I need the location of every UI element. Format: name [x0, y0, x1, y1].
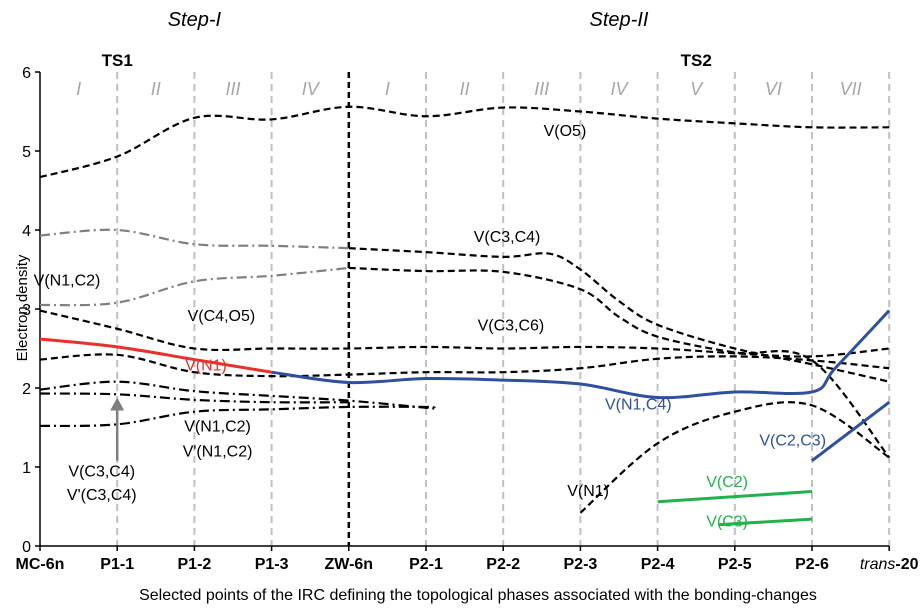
arrow-head	[110, 397, 124, 410]
step-label: Step-I	[168, 9, 222, 31]
phase-label: VI	[765, 79, 782, 99]
phase-label: VII	[840, 79, 862, 99]
phase-label: II	[151, 79, 161, 99]
x-tick-label: P2-2	[486, 556, 520, 573]
series-annotation: V(O5)	[544, 123, 587, 140]
y-tick-label: 6	[22, 65, 31, 82]
phase-label: IV	[610, 79, 629, 99]
series-annotation: V(C3)	[706, 513, 748, 530]
series-annotation: V(C4,O5)	[188, 308, 256, 325]
series-annotation: V(N1)	[185, 358, 227, 375]
x-tick-label: trans-20	[860, 556, 919, 573]
series-annotation: V'(N1,C2)	[183, 444, 253, 461]
series-annotation: V(C3,C4)	[68, 463, 135, 480]
y-tick-label: 0	[22, 539, 31, 556]
y-tick-label: 4	[22, 223, 31, 240]
x-tick-label: P1-1	[100, 556, 134, 573]
series-line-5	[40, 311, 889, 357]
x-tick-label: P2-6	[795, 556, 829, 573]
series-line-9	[40, 382, 435, 409]
series-annotation: V(N1)	[567, 483, 609, 500]
x-tick-label: P2-1	[409, 556, 443, 573]
series-annotation: V(N1,C4)	[605, 396, 672, 413]
ts-label: TS2	[681, 51, 712, 70]
x-tick-label: P2-5	[718, 556, 752, 573]
series-line-1	[349, 248, 889, 382]
phase-label: II	[460, 79, 470, 99]
series-annotation: V(C2,C3)	[759, 433, 826, 450]
x-axis-title: Selected points of the IRC defining the …	[139, 587, 817, 604]
series-annotation: V(C3,C4)	[474, 229, 541, 246]
x-tick-label: MC-6n	[16, 556, 65, 573]
phase-label: III	[534, 79, 549, 99]
y-tick-label: 2	[22, 381, 31, 398]
series-annotation: V'(C3,C4)	[67, 487, 137, 504]
y-tick-label: 5	[22, 144, 31, 161]
phase-label: IV	[302, 79, 321, 99]
y-tick-label: 1	[22, 460, 31, 477]
phase-label: V	[690, 79, 704, 99]
series-line-0	[40, 107, 889, 177]
x-tick-label: P1-3	[255, 556, 289, 573]
series-layer	[40, 107, 889, 525]
x-tick-label: P1-2	[178, 556, 212, 573]
y-axis-title: Electron density	[14, 254, 31, 361]
series-annotation: V(C2)	[706, 474, 748, 491]
step-label: Step-II	[590, 9, 649, 31]
ts-label: TS1	[102, 51, 133, 70]
series-annotation: V(N1,C2)	[184, 418, 251, 435]
series-annotation: V(N1,C2)	[34, 272, 101, 289]
phase-label: I	[76, 79, 81, 99]
x-tick-label: P2-4	[641, 556, 675, 573]
series-line-6	[40, 354, 889, 376]
x-tick-label: P2-3	[564, 556, 598, 573]
phase-label: I	[385, 79, 390, 99]
series-annotation: V(C3,C6)	[478, 317, 545, 334]
x-tick-label: ZW-6n	[325, 556, 374, 573]
phase-label: III	[225, 79, 240, 99]
